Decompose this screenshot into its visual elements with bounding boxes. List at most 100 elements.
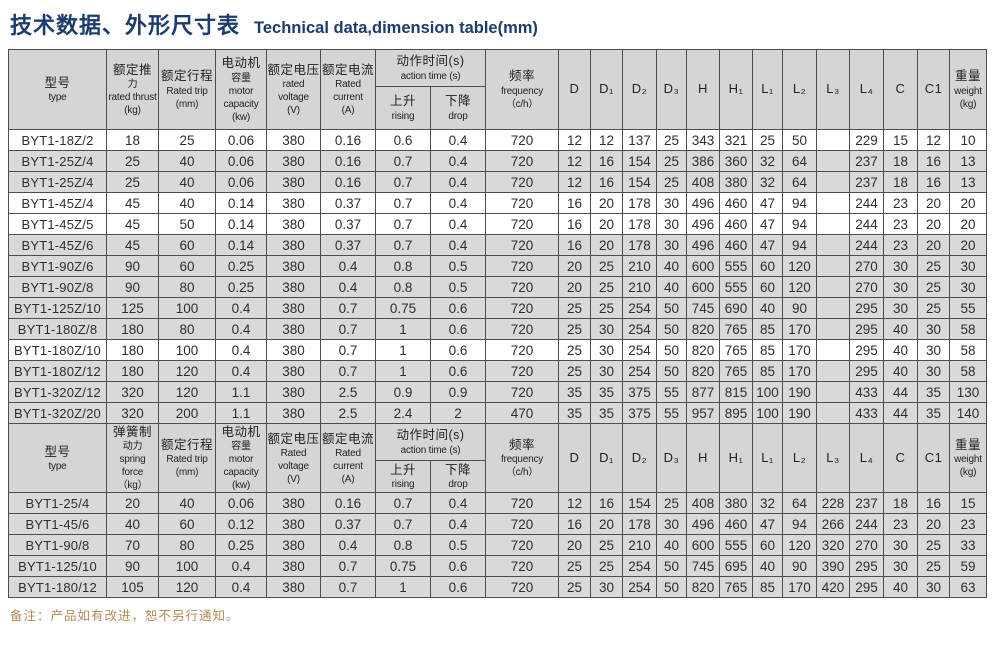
- value-cell: 23: [883, 192, 918, 214]
- col-header-l4: L₄: [849, 422, 884, 494]
- col-header-h1: H₁: [719, 422, 753, 494]
- value-cell: 33: [949, 534, 987, 557]
- value-cell: 60: [752, 276, 783, 298]
- value-cell: 0.6: [430, 360, 486, 382]
- col-header-l2: L₂: [782, 49, 817, 130]
- value-cell: 0.9: [375, 381, 431, 403]
- value-cell: 40: [883, 339, 918, 361]
- value-cell: 30: [590, 360, 623, 382]
- table-row: BYT1-45Z/5 45 50 0.14 380 0.37 0.7 0.4 720 16 20 17…: [8, 213, 987, 235]
- table-row: BYT1-25Z/4 25 40 0.06 380 0.16 0.7 0.4 720 12 16 15…: [8, 171, 987, 193]
- value-cell: 20: [558, 276, 591, 298]
- value-cell: 25: [656, 150, 687, 172]
- value-cell: 16: [917, 492, 950, 515]
- value-cell: 0.7: [375, 213, 431, 235]
- col-header-h: H: [686, 49, 720, 130]
- value-cell: 20: [590, 192, 623, 214]
- value-cell: 30: [883, 297, 918, 319]
- col-header-motor-capacity: 电动机 容量 motor capacity (kw): [215, 422, 267, 494]
- value-cell: 0.06: [215, 129, 267, 151]
- value-cell: 25: [917, 255, 950, 277]
- value-cell: 20: [590, 213, 623, 235]
- value-cell: 35: [590, 402, 623, 424]
- value-cell: [816, 255, 850, 277]
- col-header-l2: L₂: [782, 422, 817, 494]
- value-cell: 64: [782, 171, 817, 193]
- value-cell: 12: [558, 492, 591, 515]
- value-cell: 100: [158, 339, 216, 361]
- value-cell: 0.37: [320, 213, 376, 235]
- value-cell: 30: [656, 192, 687, 214]
- value-cell: 30: [883, 255, 918, 277]
- value-cell: 137: [622, 129, 657, 151]
- value-cell: 0.4: [430, 234, 486, 256]
- value-cell: 600: [686, 534, 720, 557]
- value-cell: 40: [752, 555, 783, 578]
- value-cell: 40: [656, 534, 687, 557]
- value-cell: [816, 234, 850, 256]
- col-header-d2: D₂: [622, 49, 657, 130]
- value-cell: 25: [656, 171, 687, 193]
- value-cell: [816, 297, 850, 319]
- value-cell: 20: [106, 492, 159, 515]
- value-cell: 40: [752, 297, 783, 319]
- value-cell: 120: [782, 255, 817, 277]
- value-cell: 0.6: [430, 339, 486, 361]
- value-cell: 13: [949, 171, 987, 193]
- value-cell: 12: [558, 150, 591, 172]
- value-cell: 720: [485, 360, 559, 382]
- value-cell: 35: [917, 402, 950, 424]
- col-header-d3: D₃: [656, 422, 687, 494]
- value-cell: 1: [375, 360, 431, 382]
- value-cell: 295: [849, 318, 884, 340]
- value-cell: 0.7: [375, 492, 431, 515]
- value-cell: 120: [782, 534, 817, 557]
- value-cell: [816, 402, 850, 424]
- value-cell: 50: [656, 576, 687, 599]
- value-cell: 25: [106, 171, 159, 193]
- value-cell: 460: [719, 192, 753, 214]
- value-cell: 1: [375, 318, 431, 340]
- value-cell: 0.06: [215, 150, 267, 172]
- value-cell: 25: [917, 555, 950, 578]
- value-cell: 0.4: [215, 555, 267, 578]
- value-cell: 30: [883, 534, 918, 557]
- col-header-c1: C1: [917, 49, 950, 130]
- col-header-d3: D₃: [656, 49, 687, 130]
- table-row: BYT1-180/12 105 120 0.4 380 0.7 1 0.6 720 25 30 254…: [8, 576, 987, 599]
- value-cell: 32: [752, 492, 783, 515]
- value-cell: 0.75: [375, 297, 431, 319]
- value-cell: 720: [485, 234, 559, 256]
- value-cell: 0.7: [320, 318, 376, 340]
- value-cell: 0.4: [430, 129, 486, 151]
- col-header-rated-voltage: 额定电压 rated voltage (V): [266, 49, 321, 130]
- value-cell: 0.25: [215, 276, 267, 298]
- value-cell: 295: [849, 339, 884, 361]
- value-cell: 25: [656, 492, 687, 515]
- value-cell: 380: [266, 402, 321, 424]
- value-cell: 55: [656, 402, 687, 424]
- value-cell: 2.5: [320, 381, 376, 403]
- value-cell: 40: [158, 171, 216, 193]
- value-cell: 0.4: [215, 339, 267, 361]
- value-cell: 600: [686, 255, 720, 277]
- value-cell: 0.16: [320, 171, 376, 193]
- value-cell: 45: [106, 213, 159, 235]
- value-cell: 40: [158, 150, 216, 172]
- value-cell: 408: [686, 492, 720, 515]
- value-cell: 170: [782, 360, 817, 382]
- value-cell: 90: [106, 555, 159, 578]
- page-title-chinese: 技术数据、外形尺寸表: [10, 13, 241, 38]
- value-cell: 0.6: [375, 129, 431, 151]
- value-cell: 380: [266, 555, 321, 578]
- value-cell: 815: [719, 381, 753, 403]
- value-cell: 70: [106, 534, 159, 557]
- value-cell: 25: [590, 255, 623, 277]
- value-cell: 433: [849, 381, 884, 403]
- value-cell: [816, 192, 850, 214]
- value-cell: 60: [752, 255, 783, 277]
- value-cell: 0.7: [320, 297, 376, 319]
- value-cell: 695: [719, 555, 753, 578]
- value-cell: 2.4: [375, 402, 431, 424]
- value-cell: 60: [158, 513, 216, 536]
